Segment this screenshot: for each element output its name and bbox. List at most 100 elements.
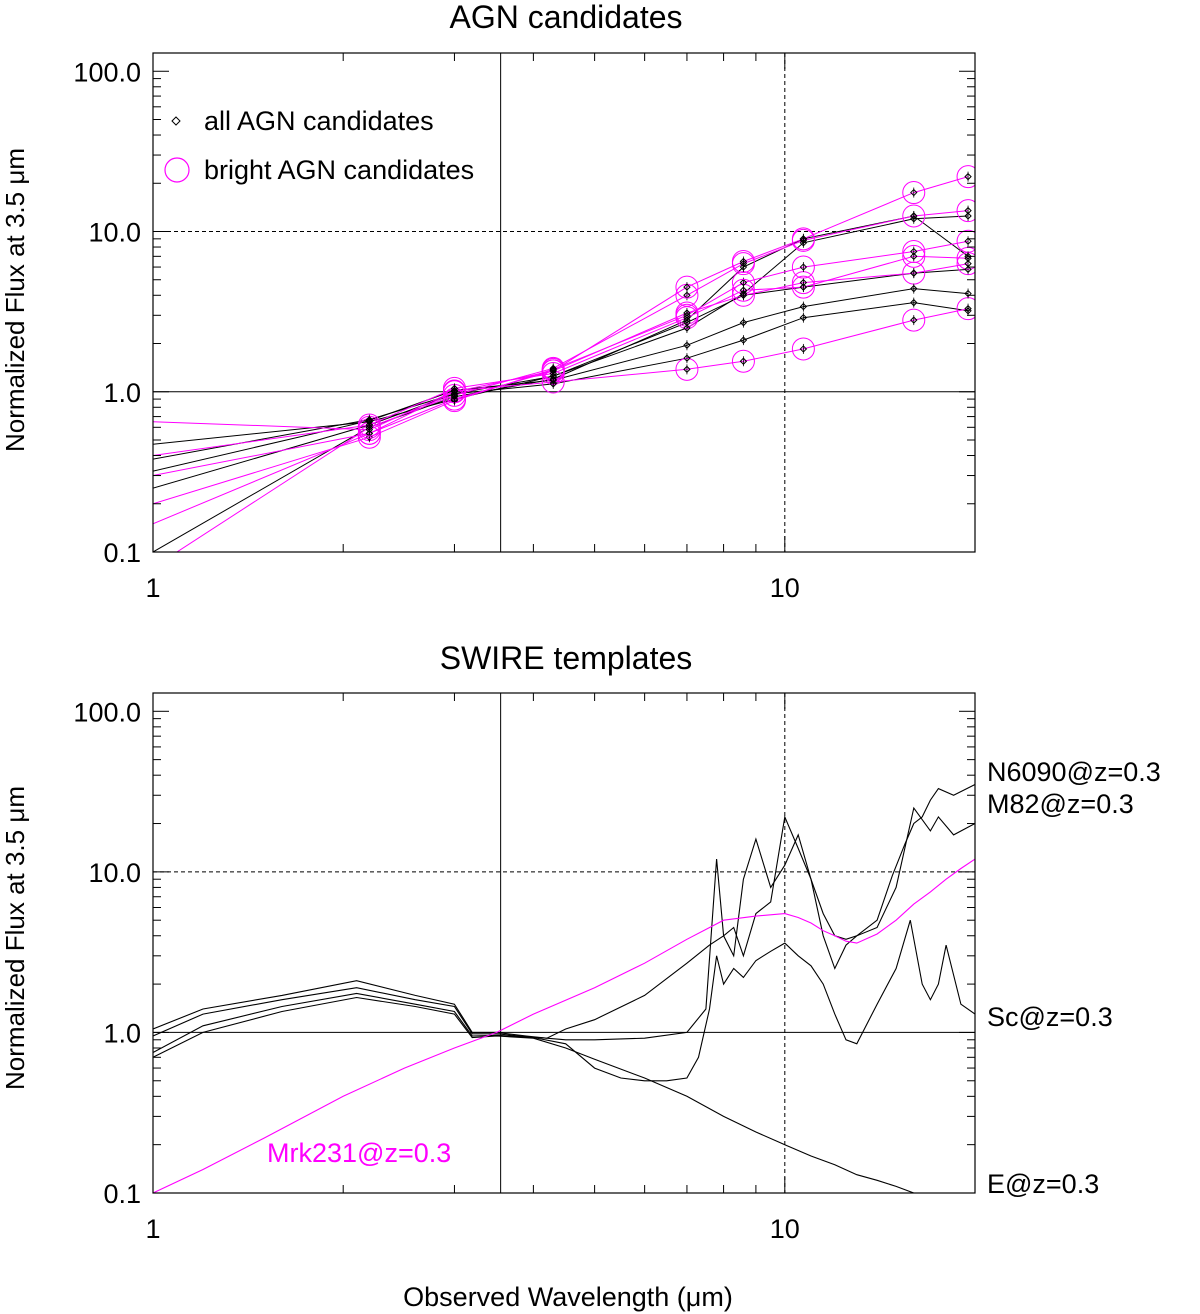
bright-agn-marker (902, 181, 926, 205)
bright-agn-marker (956, 199, 975, 223)
bright-agn-marker (675, 275, 699, 299)
agn-point (549, 367, 557, 375)
y-tick-label: 0.1 (103, 538, 141, 568)
y-tick-label: 1.0 (103, 1018, 141, 1048)
agn-point (739, 263, 748, 271)
agn-point (799, 302, 808, 311)
legend-entry-all: all AGN candidates (204, 106, 434, 136)
plot-frame (152, 692, 976, 1194)
series-label-m82: M82@z=0.3 (987, 789, 1134, 819)
y-axis-label: Normalized Flux at 3.5 μm (0, 786, 30, 1090)
bright-agn-marker (902, 308, 926, 332)
agn-point (739, 289, 748, 298)
agn-point (549, 369, 557, 378)
agn-point (964, 304, 972, 313)
chart-title: SWIRE templates (440, 640, 693, 676)
legend: all AGN candidates bright AGN candidates (164, 106, 474, 185)
swire-templates-panel: SWIRE templates Normalized Flux at 3.5 μ… (0, 640, 1161, 1312)
bright-agn-line-4 (153, 176, 969, 525)
agn-point (739, 336, 748, 344)
agn-point (910, 188, 918, 197)
agn-point (683, 316, 691, 324)
agn-point (964, 259, 972, 268)
bright-agn-marker (791, 227, 815, 251)
legend-circle-marker (164, 157, 190, 183)
agn-point (964, 172, 972, 181)
y-tick-label: 10.0 (88, 858, 141, 888)
agn-point (549, 372, 557, 380)
agn-point (799, 236, 808, 245)
agn-point (739, 318, 748, 327)
agn-point (910, 298, 918, 307)
y-tick-label: 100.0 (73, 57, 141, 87)
agn-candidates-panel: AGN candidates Normalized Flux at 3.5 μm… (0, 0, 976, 603)
y-tick-label: 100.0 (73, 697, 141, 727)
agn-point (799, 263, 808, 271)
bright-agn-line-3 (175, 210, 969, 552)
bright-agn-marker (791, 337, 815, 361)
template-line-n6090 (153, 784, 975, 1039)
agn-point (683, 341, 691, 349)
series-label-mrk231: Mrk231@z=0.3 (267, 1138, 451, 1168)
agn-point (365, 423, 374, 432)
agn-point (450, 384, 459, 393)
agn-point (799, 345, 808, 353)
template-line-e (153, 996, 917, 1193)
x-tick-label: 10 (770, 573, 800, 603)
agn-point (739, 357, 748, 365)
template-line-mrk231 (153, 858, 975, 1193)
agn-line-6 (153, 268, 969, 445)
agn-point (683, 313, 691, 322)
series-label-e: E@z=0.3 (987, 1169, 1099, 1199)
agn-point (683, 291, 691, 299)
agn-point (683, 324, 691, 332)
bright-agn-marker (791, 275, 815, 299)
x-tick-label: 10 (770, 1214, 800, 1244)
bright-agn-marker (731, 249, 755, 273)
agn-point (910, 284, 918, 293)
agn-point (365, 415, 374, 424)
x-tick-label: 1 (145, 1214, 160, 1244)
agn-line-8 (153, 288, 969, 472)
agn-point (739, 278, 748, 287)
template-line-sc (153, 920, 975, 1082)
series-label-sc: Sc@z=0.3 (987, 1002, 1113, 1032)
agn-point (549, 375, 557, 383)
bright-agn-marker (956, 165, 975, 189)
agn-point (365, 429, 374, 438)
bright-agn-line-2 (153, 240, 969, 505)
agn-point (683, 283, 691, 291)
y-tick-label: 10.0 (88, 218, 141, 248)
agn-point (910, 252, 918, 261)
x-tick-label: 1 (145, 573, 160, 603)
agn-point (450, 390, 459, 398)
agn-point (683, 311, 691, 320)
plot-frame (152, 52, 976, 553)
legend-entry-bright: bright AGN candidates (204, 155, 474, 185)
y-tick-label: 0.1 (103, 1179, 141, 1209)
legend-diamond-marker (171, 116, 181, 126)
agn-point (799, 313, 808, 322)
agn-point (964, 206, 972, 215)
agn-point (910, 212, 918, 220)
chart-title: AGN candidates (449, 0, 682, 35)
x-axis-label: Observed Wavelength (μm) (403, 1282, 733, 1312)
agn-point (683, 365, 691, 374)
bright-agn-line-0 (153, 308, 969, 431)
agn-point (910, 215, 918, 223)
agn-line-10 (153, 215, 969, 552)
y-axis-label: Normalized Flux at 3.5 μm (0, 148, 30, 452)
series-label-n6090: N6090@z=0.3 (987, 757, 1161, 787)
bright-agn-marker (731, 349, 755, 373)
agn-point (964, 307, 972, 315)
agn-point (799, 235, 808, 243)
bright-agn-marker (902, 244, 926, 268)
agn-point (910, 269, 918, 277)
agn-point (964, 212, 972, 220)
agn-point (739, 291, 748, 299)
bright-agn-marker (791, 255, 815, 279)
y-tick-label: 1.0 (103, 378, 141, 408)
agn-point (799, 283, 808, 291)
bright-agn-marker (357, 413, 381, 437)
